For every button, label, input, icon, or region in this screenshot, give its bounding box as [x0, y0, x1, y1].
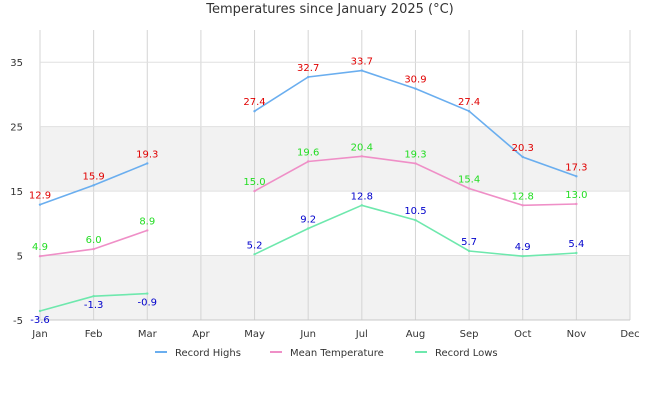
x-tick-aug: Aug — [406, 329, 426, 340]
axis-tick-labels: Jan Feb Mar Apr May Jun Jul Aug Sep Oct Nov Dec-551… — [10, 58, 639, 340]
series-lines — [38, 69, 578, 313]
y-tick-15: 15 — [10, 187, 23, 198]
x-tick-oct: Oct — [514, 329, 531, 340]
record-lows-label-sep: 5.7 — [461, 237, 477, 248]
record-lows-label-nov: 5.4 — [568, 239, 584, 250]
record-highs-label-oct: 20.3 — [512, 143, 534, 154]
record-lows-label-jul: 12.8 — [351, 191, 373, 202]
record-highs-line-segment-0 — [39, 162, 148, 206]
mean-temperature-label-aug: 19.3 — [404, 149, 426, 160]
record-highs-label-feb: 15.9 — [83, 171, 105, 182]
x-tick-may: May — [244, 329, 265, 340]
mean-temperature-label-feb: 6.0 — [86, 235, 102, 246]
record-highs-label-sep: 27.4 — [458, 97, 480, 108]
record-lows-label-oct: 4.9 — [515, 242, 531, 253]
mean-temperature-line-segment-0 — [39, 229, 148, 257]
record-highs-label-may: 27.4 — [243, 97, 265, 108]
y-tick--5: -5 — [13, 316, 23, 327]
record-highs-label-jul: 33.7 — [351, 57, 373, 68]
record-lows-label-mar: -0.9 — [138, 298, 158, 309]
alternating-bands — [40, 126, 630, 320]
record-highs-label-nov: 17.3 — [565, 162, 587, 173]
record-lows-label-aug: 10.5 — [404, 206, 426, 217]
mean-temperature-label-nov: 13.0 — [565, 190, 587, 201]
mean-temperature-label-jul: 20.4 — [351, 142, 373, 153]
record-lows-label-feb: -1.3 — [84, 300, 104, 311]
legend-label-record-highs: Record Highs — [175, 348, 241, 359]
data-labels: 12.9 15.9 19.3 27.4 32.7 33.7 30.9 27.4 20.3 17.3… — [29, 57, 588, 326]
record-lows-line-segment-1 — [254, 204, 577, 258]
record-lows-label-may: 5.2 — [247, 240, 263, 251]
mean-temperature-label-mar: 8.9 — [139, 216, 155, 227]
mean-temperature-label-jun: 19.6 — [297, 147, 319, 158]
y-tick-25: 25 — [10, 123, 23, 134]
mean-temperature-label-oct: 12.8 — [512, 191, 534, 202]
x-tick-jul: Jul — [355, 329, 368, 340]
x-tick-apr: Apr — [192, 329, 210, 340]
y-tick-5: 5 — [17, 252, 23, 263]
record-highs-line-segment-1 — [254, 69, 577, 178]
chart-title: Temperatures since January 2025 (°C) — [206, 2, 454, 17]
x-tick-sep: Sep — [460, 329, 479, 340]
record-highs-label-jan: 12.9 — [29, 191, 51, 202]
legend-label-mean-temperature: Mean Temperature — [290, 348, 384, 359]
x-tick-nov: Nov — [567, 329, 587, 340]
legend-label-record-lows: Record Lows — [435, 348, 498, 359]
mean-temperature-line-segment-1 — [254, 155, 577, 207]
band-0 — [40, 255, 630, 320]
record-lows-line-segment-0 — [39, 292, 148, 312]
record-highs-label-jun: 32.7 — [297, 63, 319, 74]
legend: Record Highs Mean Temperature Record Lows — [155, 348, 498, 359]
mean-temperature-label-sep: 15.4 — [458, 175, 480, 186]
x-tick-dec: Dec — [620, 329, 639, 340]
record-lows-label-jan: -3.6 — [30, 315, 50, 326]
y-tick-35: 35 — [10, 58, 23, 69]
x-tick-feb: Feb — [85, 329, 103, 340]
x-tick-jun: Jun — [299, 329, 316, 340]
record-highs-label-mar: 19.3 — [136, 149, 158, 160]
x-tick-mar: Mar — [138, 329, 158, 340]
grid-lines — [39, 30, 631, 321]
mean-temperature-label-may: 15.0 — [243, 177, 265, 188]
record-lows-label-jun: 9.2 — [300, 214, 316, 225]
x-tick-jan: Jan — [31, 329, 47, 340]
record-highs-label-aug: 30.9 — [404, 75, 426, 86]
mean-temperature-label-jan: 4.9 — [32, 242, 48, 253]
